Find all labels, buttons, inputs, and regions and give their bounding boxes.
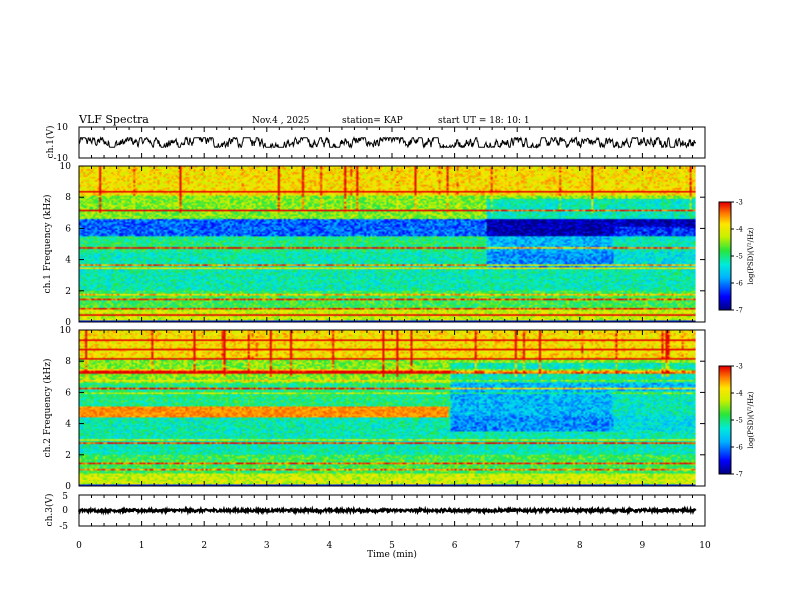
y-tick-label: 8 xyxy=(65,357,71,367)
y-tick-label: 10 xyxy=(60,162,72,172)
x-tick-label: 3 xyxy=(264,541,270,551)
y-tick-label: 8 xyxy=(65,193,71,203)
ch1-waveform-line xyxy=(78,136,697,149)
ch3-ytick-mid: 0 xyxy=(62,506,68,516)
y-tick-label: 4 xyxy=(65,256,71,266)
x-tick-label: 5 xyxy=(389,541,395,551)
x-tick-label: 4 xyxy=(327,541,333,551)
ch1-spectrogram-image xyxy=(79,166,696,322)
ch3-waveform-line xyxy=(78,505,697,516)
x-tick-label: 6 xyxy=(452,541,458,551)
x-tick-label: 10 xyxy=(699,541,711,551)
y-tick-label: 10 xyxy=(60,326,72,336)
ch3-ytick-top: 5 xyxy=(62,492,68,502)
figure-title: VLF Spectra xyxy=(78,113,149,126)
colorbar-tick-label: -3 xyxy=(736,199,743,207)
ch1-colorbar-label: log(PSD)(V²/Hz) xyxy=(747,227,755,284)
ch1-waveform-panel: 10 -10 ch.1(V) xyxy=(45,123,706,164)
ch2-colorbar-image xyxy=(719,366,731,474)
ch1-spectrogram-panel: 0 2 4 6 8 10 ch.1 Frequency (kHz) xyxy=(42,162,706,328)
colorbar-tick-label: -3 xyxy=(736,363,743,371)
x-tick-label: 9 xyxy=(640,541,646,551)
station-label: station= KAP xyxy=(342,116,403,126)
ch2-spectrogram-ylabel: ch.2 Frequency (kHz) xyxy=(42,359,53,458)
y-tick-label: 0 xyxy=(65,318,71,328)
ch3-ylabel: ch.3(V) xyxy=(44,494,55,527)
x-tick-label: 0 xyxy=(76,541,82,551)
ch1-ylabel: ch.1(V) xyxy=(45,126,56,159)
ch1-ytick-bottom: -10 xyxy=(54,154,69,164)
ch1-colorbar: -3 -4 -5 -6 -7 log(PSD)(V²/Hz) xyxy=(718,199,755,315)
colorbar-tick-label: -4 xyxy=(736,390,743,398)
x-tick-label: 1 xyxy=(139,541,145,551)
ch1-colorbar-image xyxy=(719,202,731,310)
ch3-ytick-bottom: -5 xyxy=(59,522,68,532)
y-tick-label: 4 xyxy=(65,420,71,430)
start-time-label: start UT = 18: 10: 1 xyxy=(438,116,530,126)
x-tick-label: 8 xyxy=(577,541,583,551)
y-tick-label: 0 xyxy=(65,482,71,492)
ch1-spectrogram-ylabel: ch.1 Frequency (kHz) xyxy=(42,195,53,294)
x-axis-label: Time (min) xyxy=(367,549,417,560)
ch2-colorbar: -3 -4 -5 -6 -7 log(PSD)(V²/Hz) xyxy=(718,363,755,479)
colorbar-tick-label: -7 xyxy=(736,471,743,479)
ch1-ytick-top: 10 xyxy=(57,123,69,133)
ch2-colorbar-label: log(PSD)(V²/Hz) xyxy=(747,391,755,448)
ch3-waveform-panel: 5 0 -5 ch.3(V) xyxy=(44,492,706,532)
colorbar-tick-label: -5 xyxy=(736,253,743,261)
colorbar-tick-label: -5 xyxy=(736,417,743,425)
y-tick-label: 6 xyxy=(65,388,71,398)
y-tick-label: 2 xyxy=(65,451,71,461)
colorbar-tick-label: -4 xyxy=(736,226,743,234)
ch2-spectrogram-panel: 0 2 4 6 8 10 ch.2 Frequency (kHz) xyxy=(42,326,706,492)
colorbar-tick-label: -6 xyxy=(736,280,743,288)
x-tick-label: 7 xyxy=(514,541,520,551)
x-tick-label: 2 xyxy=(201,541,207,551)
y-tick-label: 2 xyxy=(65,287,71,297)
ch2-spectrogram-image xyxy=(79,330,696,486)
y-tick-label: 6 xyxy=(65,224,71,234)
date-label: Nov.4 , 2025 xyxy=(252,116,310,126)
colorbar-tick-label: -6 xyxy=(736,444,743,452)
colorbar-tick-label: -7 xyxy=(736,307,743,315)
